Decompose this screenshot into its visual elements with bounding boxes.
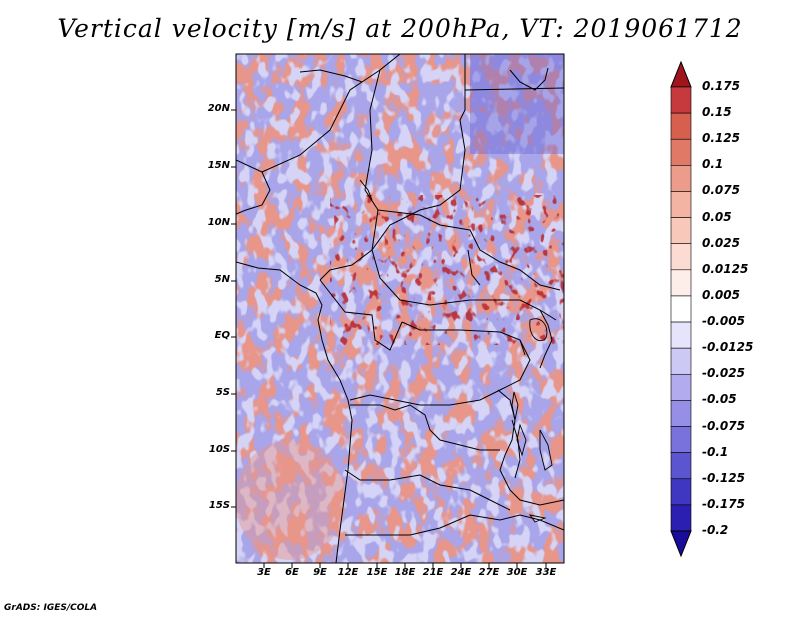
- colorbar-swatch: [670, 347, 692, 375]
- grads-credit: GrADS: IGES/COLA: [4, 603, 98, 613]
- colorbar-label: -0.025: [702, 366, 745, 381]
- colorbar-swatch: [670, 243, 692, 271]
- colorbar-swatch: [670, 504, 692, 532]
- colorbar-swatch: [670, 112, 692, 140]
- colorbar-label: 0.1: [702, 157, 724, 172]
- colorbar-swatch: [670, 321, 692, 349]
- map-frame: [235, 53, 565, 564]
- colorbar-swatch: [670, 478, 692, 506]
- colorbar-swatch: [670, 426, 692, 453]
- colorbar-label: 0.0125: [702, 261, 749, 276]
- lon-label-24e: 24E: [450, 567, 472, 578]
- colorbar-swatch: [670, 269, 692, 297]
- lat-label-20n: 20N: [207, 103, 230, 114]
- field-ne-blue: [470, 54, 564, 154]
- lon-label-27e: 27E: [478, 567, 500, 578]
- colorbar-label: 0.005: [702, 287, 740, 302]
- map-field: [236, 54, 564, 563]
- lat-label-10n: 10N: [207, 217, 230, 228]
- chart-title: Vertical velocity [m/s] at 200hPa, VT: 2…: [57, 14, 743, 43]
- colorbar-swatch: [670, 452, 692, 480]
- lat-label-15n: 15N: [207, 160, 230, 171]
- axis-ticks: [231, 109, 547, 568]
- lon-label-6e: 6E: [285, 567, 299, 578]
- lon-label-9e: 9E: [313, 567, 327, 578]
- colorbar-label: -0.05: [702, 392, 737, 407]
- lat-label-5s: 5S: [215, 387, 230, 398]
- colorbar-swatch: [670, 295, 692, 323]
- lat-label-15s: 15S: [208, 500, 230, 511]
- colorbar-label: 0.15: [702, 105, 732, 120]
- colorbar-label: -0.005: [702, 314, 745, 329]
- colorbar-swatch: [670, 217, 692, 245]
- colorbar-label: 0.175: [702, 79, 740, 93]
- colorbar-swatch: [670, 191, 692, 218]
- colorbar-label: -0.175: [702, 496, 745, 511]
- colorbar-swatch: [670, 400, 692, 427]
- lake-outlines: [511, 318, 553, 523]
- colorbar-label: -0.1: [702, 444, 729, 459]
- colorbar-swatch: [670, 138, 692, 166]
- lon-label-30e: 30E: [506, 567, 528, 578]
- lat-label-5n: 5N: [214, 274, 230, 285]
- colorbar-label: 0.125: [702, 131, 740, 146]
- lon-label-12e: 12E: [337, 567, 359, 578]
- lon-label-3e: 3E: [257, 567, 271, 578]
- colorbar-label: 0.025: [702, 235, 740, 250]
- colorbar: [670, 60, 692, 558]
- lon-label-15e: 15E: [366, 567, 388, 578]
- lon-label-21e: 21E: [422, 567, 444, 578]
- colorbar-label: -0.2: [702, 523, 729, 537]
- country-borders: [236, 54, 564, 563]
- colorbar-label: 0.075: [702, 183, 740, 198]
- colorbar-top-arrow: [670, 60, 692, 88]
- colorbar-label: -0.125: [702, 470, 745, 485]
- field-convective-band: [330, 195, 564, 345]
- lon-label-33e: 33E: [535, 567, 557, 578]
- colorbar-label: -0.0125: [702, 340, 754, 355]
- lat-label-10s: 10S: [208, 444, 230, 455]
- colorbar-bottom-arrow: [670, 530, 692, 558]
- colorbar-swatch: [670, 165, 692, 192]
- colorbar-swatch: [670, 373, 692, 401]
- field-sw-red: [236, 440, 345, 560]
- colorbar-label: 0.05: [702, 209, 732, 224]
- colorbar-swatch: [670, 86, 692, 114]
- lon-label-18e: 18E: [394, 567, 416, 578]
- lat-label-eq: EQ: [214, 330, 230, 341]
- colorbar-label: -0.075: [702, 418, 745, 433]
